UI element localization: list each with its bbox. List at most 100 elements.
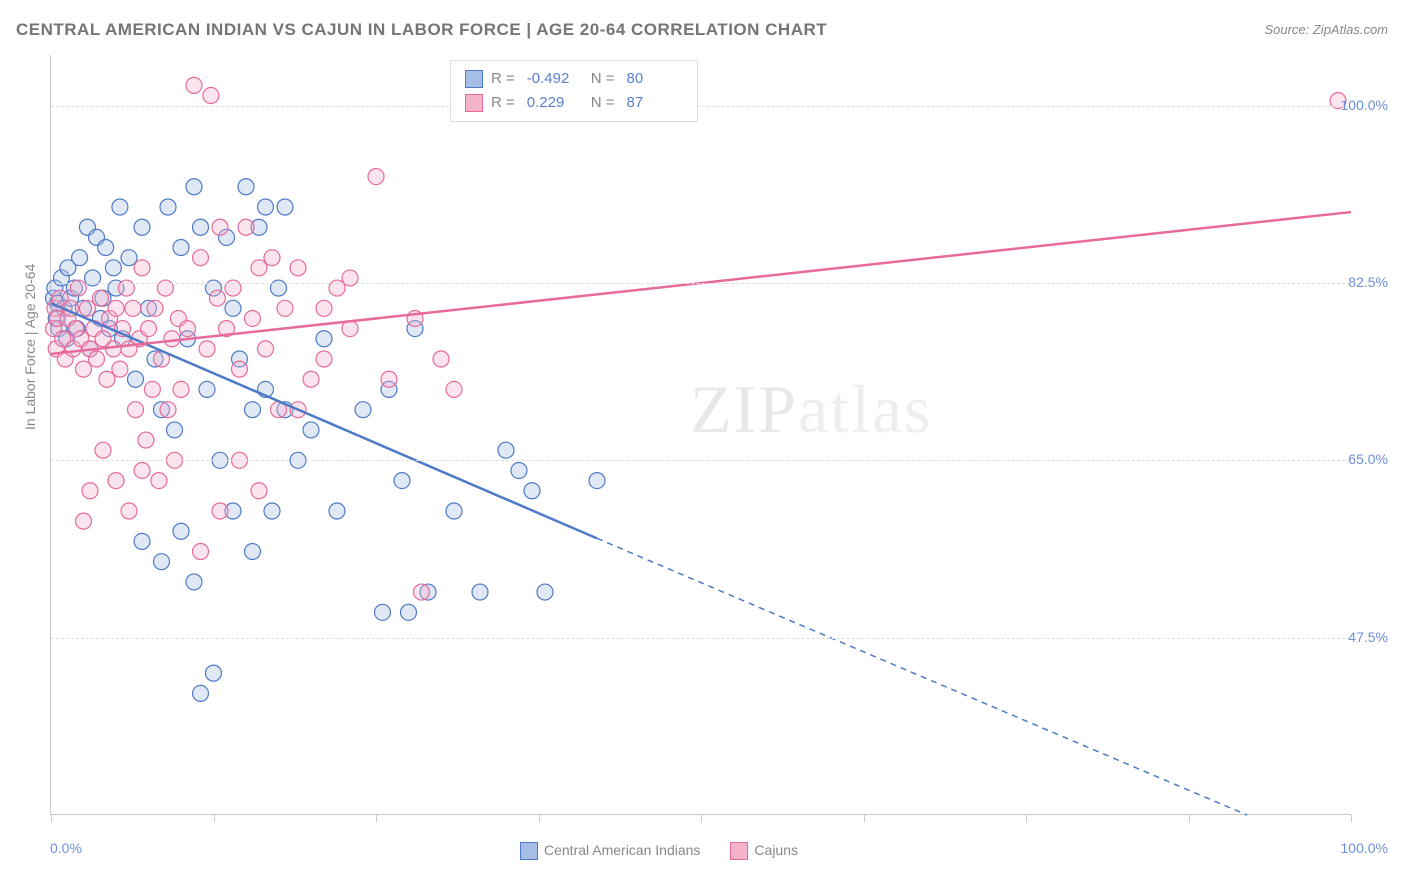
legend-item: Cajuns [730, 842, 798, 860]
legend-r-label: R = [491, 67, 515, 91]
xtick [1351, 814, 1352, 822]
scatter-point [99, 371, 115, 387]
trend-line-dashed [597, 538, 1247, 815]
scatter-point [154, 554, 170, 570]
scatter-point [524, 483, 540, 499]
scatter-point [212, 219, 228, 235]
gridline [51, 283, 1350, 284]
scatter-point [112, 199, 128, 215]
xtick [539, 814, 540, 822]
legend-item: Central American Indians [520, 842, 700, 860]
legend-correlation-box: R =-0.492N =80R =0.229N =87 [450, 60, 698, 122]
scatter-point [138, 432, 154, 448]
scatter-point [95, 442, 111, 458]
scatter-point [173, 240, 189, 256]
scatter-point [186, 574, 202, 590]
legend-swatch [465, 70, 483, 88]
scatter-point [147, 300, 163, 316]
xtick [1026, 814, 1027, 822]
legend-swatch [730, 842, 748, 860]
scatter-point [134, 219, 150, 235]
scatter-point [238, 179, 254, 195]
scatter-point [108, 300, 124, 316]
scatter-point [186, 77, 202, 93]
scatter-point [245, 402, 261, 418]
scatter-point [316, 351, 332, 367]
scatter-point [264, 503, 280, 519]
scatter-point [251, 260, 267, 276]
scatter-point [258, 341, 274, 357]
scatter-point [160, 402, 176, 418]
scatter-point [414, 584, 430, 600]
scatter-point [108, 473, 124, 489]
ytick-label: 47.5% [1348, 629, 1388, 645]
scatter-point [209, 290, 225, 306]
scatter-point [112, 361, 128, 377]
scatter-point [245, 544, 261, 560]
scatter-point [316, 300, 332, 316]
ytick-label: 100.0% [1341, 97, 1388, 113]
scatter-point [245, 310, 261, 326]
scatter-point [79, 300, 95, 316]
xtick [864, 814, 865, 822]
scatter-point [225, 300, 241, 316]
scatter-point [193, 219, 209, 235]
legend-r-value: 0.229 [527, 91, 583, 115]
scatter-point [446, 503, 462, 519]
plot-svg [51, 55, 1350, 814]
scatter-point [368, 169, 384, 185]
scatter-point [128, 371, 144, 387]
scatter-point [193, 544, 209, 560]
scatter-point [151, 473, 167, 489]
scatter-point [199, 381, 215, 397]
scatter-point [167, 422, 183, 438]
gridline [51, 460, 1350, 461]
scatter-point [134, 260, 150, 276]
ytick-label: 82.5% [1348, 274, 1388, 290]
scatter-point [446, 381, 462, 397]
scatter-point [232, 361, 248, 377]
scatter-point [76, 361, 92, 377]
scatter-point [105, 260, 121, 276]
scatter-point [401, 604, 417, 620]
scatter-point [128, 402, 144, 418]
legend-n-value: 87 [627, 91, 683, 115]
scatter-point [82, 483, 98, 499]
chart-source: Source: ZipAtlas.com [1264, 22, 1388, 37]
scatter-point [212, 503, 228, 519]
scatter-point [472, 584, 488, 600]
scatter-point [144, 381, 160, 397]
scatter-point [141, 321, 157, 337]
scatter-point [203, 88, 219, 104]
y-axis-label: In Labor Force | Age 20-64 [22, 264, 38, 430]
scatter-point [277, 199, 293, 215]
legend-n-value: 80 [627, 67, 683, 91]
xlabel-min: 0.0% [50, 840, 82, 856]
scatter-point [355, 402, 371, 418]
xtick [214, 814, 215, 822]
gridline [51, 106, 1350, 107]
scatter-point [537, 584, 553, 600]
scatter-point [498, 442, 514, 458]
correlation-chart: CENTRAL AMERICAN INDIAN VS CAJUN IN LABO… [0, 0, 1406, 892]
legend-label: Central American Indians [544, 842, 700, 858]
gridline [51, 638, 1350, 639]
legend-swatch [520, 842, 538, 860]
legend-n-label: N = [591, 67, 615, 91]
scatter-point [381, 371, 397, 387]
scatter-point [125, 300, 141, 316]
scatter-point [433, 351, 449, 367]
scatter-point [329, 503, 345, 519]
scatter-point [134, 533, 150, 549]
scatter-point [193, 250, 209, 266]
scatter-point [134, 462, 150, 478]
scatter-point [511, 462, 527, 478]
xtick [51, 814, 52, 822]
scatter-point [589, 473, 605, 489]
scatter-point [164, 331, 180, 347]
ytick-label: 65.0% [1348, 451, 1388, 467]
scatter-point [264, 250, 280, 266]
xtick [376, 814, 377, 822]
scatter-point [251, 483, 267, 499]
scatter-point [206, 665, 222, 681]
